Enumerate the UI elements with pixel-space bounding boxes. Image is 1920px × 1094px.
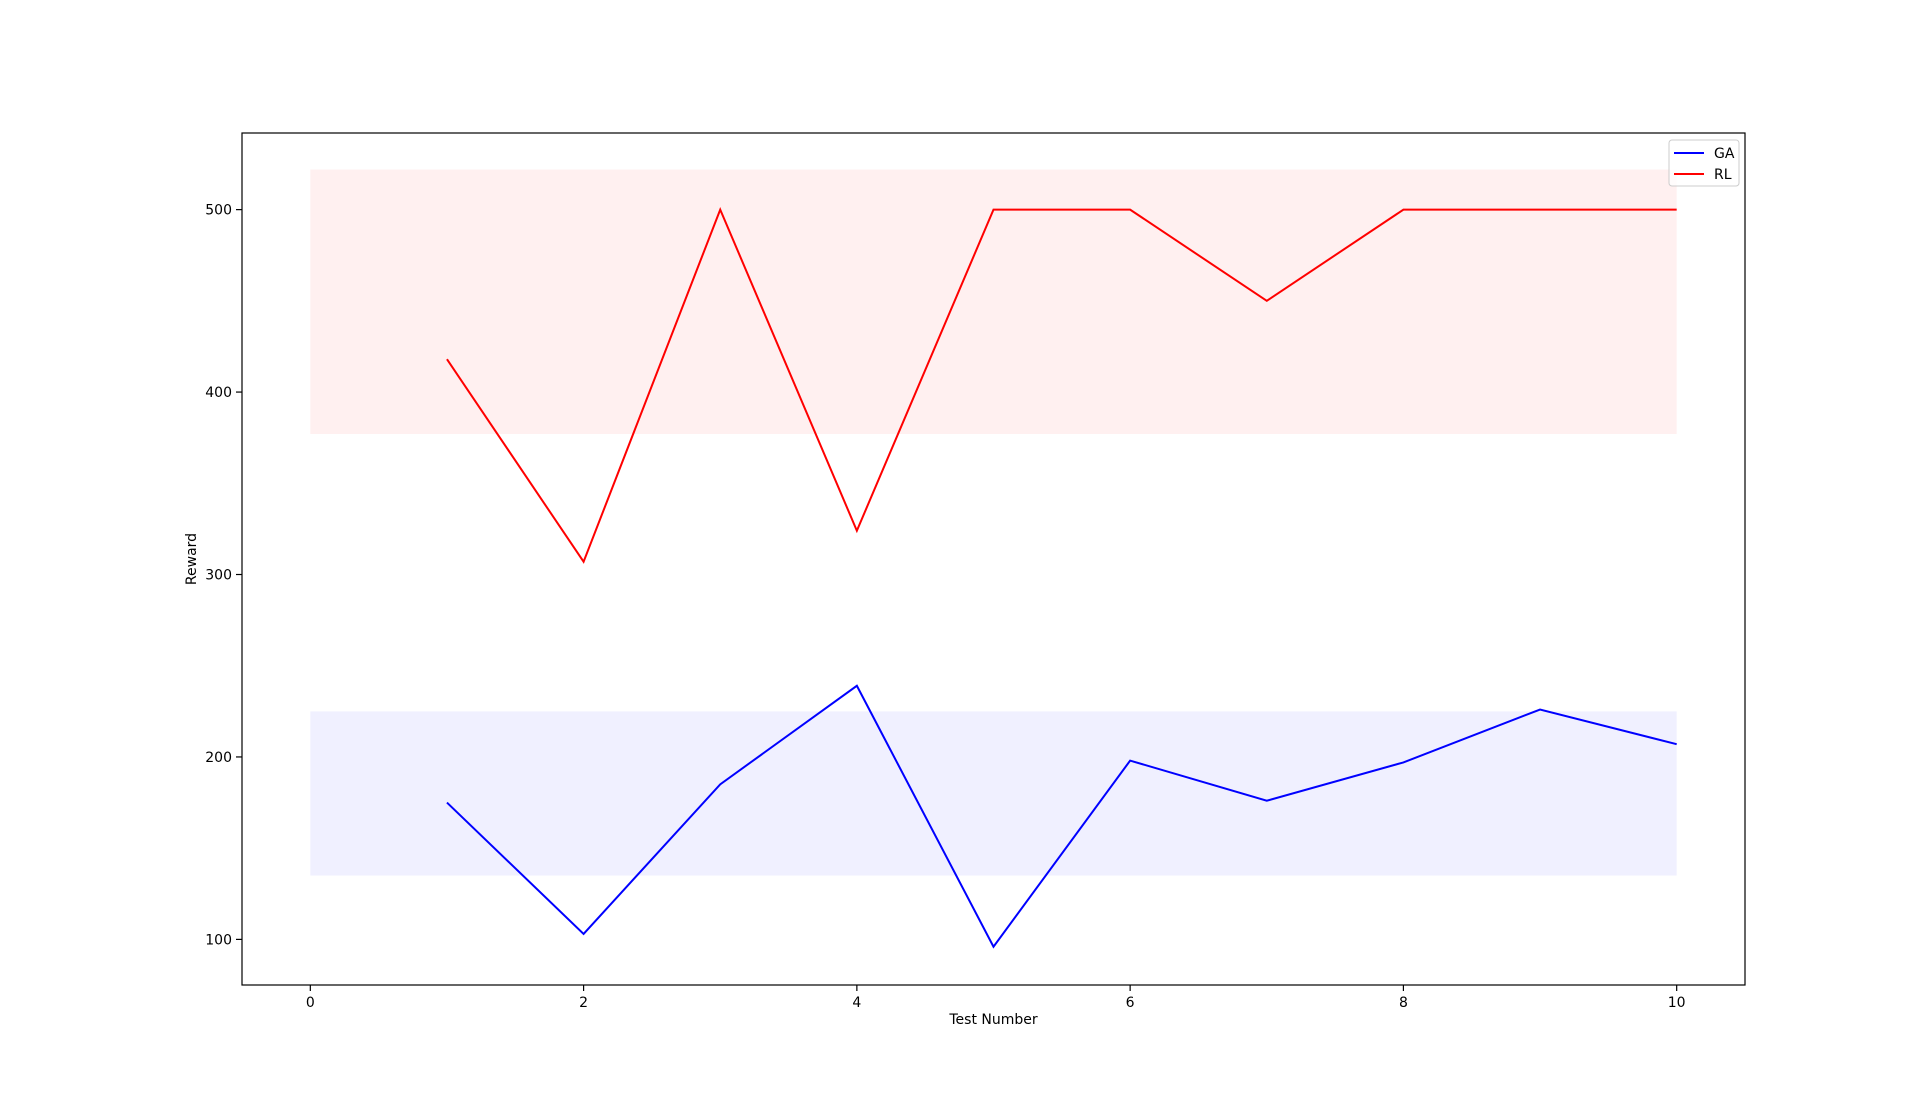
series-line-ga [446,684,1677,949]
band-ga [310,711,1677,876]
confidence-bands [310,169,1677,876]
x-tick-label: 4 [852,995,861,1011]
y-tick-label: 300 [205,568,232,584]
y-tick-label: 200 [205,750,232,766]
x-axis-title: Test Number [948,1012,1038,1028]
legend: GA RL [1668,139,1740,187]
x-tick-label: 8 [1399,995,1408,1011]
series-line-rl [446,206,1677,564]
y-axis-ticks: 100 200 300 400 500 [205,203,242,948]
x-tick-label: 0 [306,995,315,1011]
band-rl [310,169,1677,435]
y-axis-title: Reward [184,533,200,585]
x-tick-label: 6 [1126,995,1135,1011]
x-axis-ticks: 0 2 4 6 8 10 [306,985,1686,1011]
legend-label-ga: GA [1714,146,1735,162]
x-tick-label: 2 [579,995,588,1011]
x-tick-label: 10 [1668,995,1686,1011]
y-tick-label: 100 [205,932,232,948]
y-tick-label: 400 [205,385,232,401]
plot-area-frame [241,132,1746,986]
y-tick-label: 500 [205,203,232,219]
series-lines [446,206,1677,949]
legend-label-rl: RL [1714,167,1732,183]
